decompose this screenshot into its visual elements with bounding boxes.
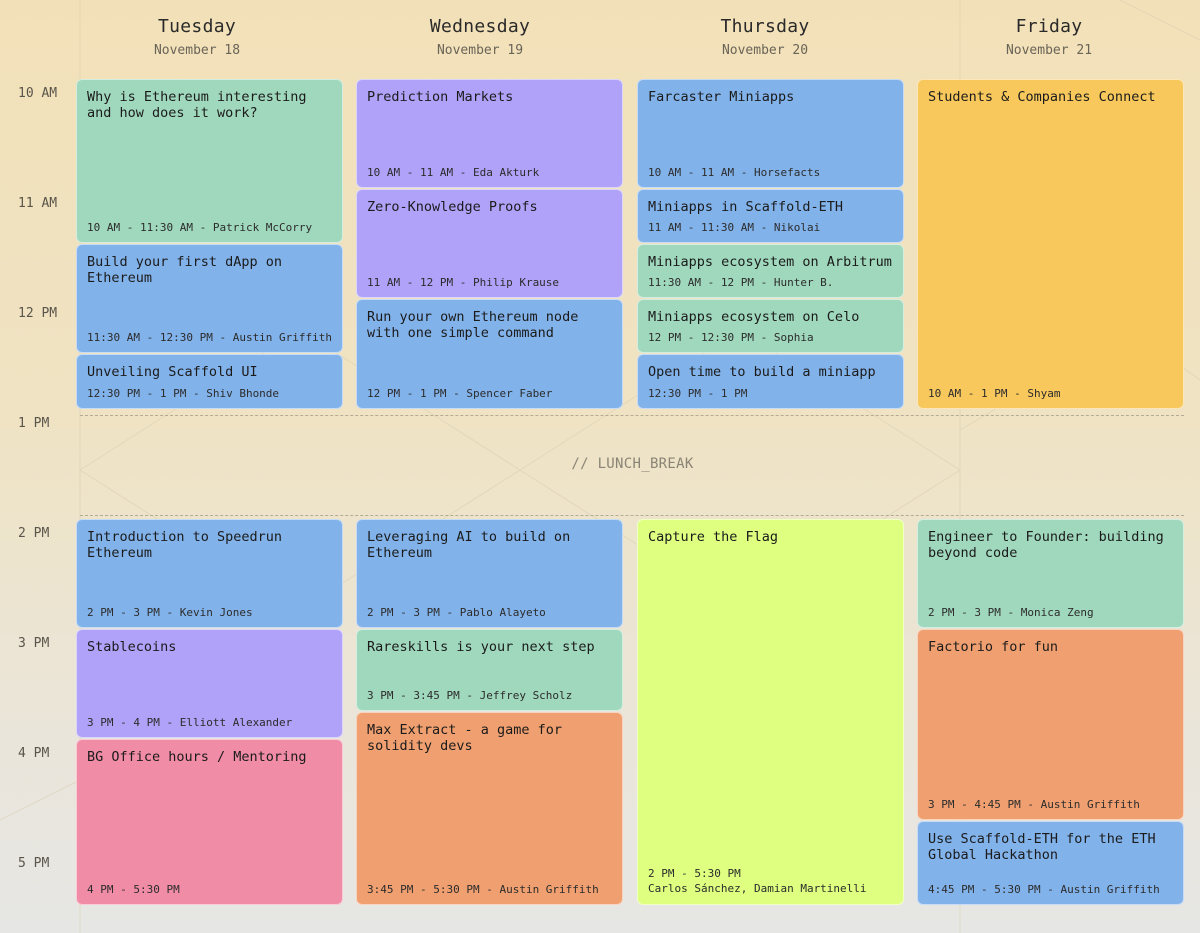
event-meta: 10 AM - 1 PM - Shyam <box>928 387 1061 400</box>
event-meta: 4:45 PM - 5:30 PM - Austin Griffith <box>928 883 1160 896</box>
event-card[interactable]: Capture the Flag 2 PM - 5:30 PM Carlos S… <box>637 519 904 905</box>
time-label-4pm: 4 PM <box>18 746 50 761</box>
day-name: Thursday <box>720 16 810 37</box>
time-label-3pm: 3 PM <box>18 636 50 651</box>
event-meta: 3 PM - 4 PM - Elliott Alexander <box>87 716 293 729</box>
event-title: Stablecoins <box>87 639 177 655</box>
event-card[interactable]: Students & Companies Connect 10 AM - 1 P… <box>917 79 1184 409</box>
lunch-break-label: // LUNCH_BREAK <box>571 456 694 472</box>
day-date: November 18 <box>153 43 241 58</box>
event-title: BG Office hours / Mentoring <box>87 749 307 765</box>
event-meta: 10 AM - 11 AM - Horsefacts <box>648 166 821 179</box>
event-title: Use Scaffold-ETH for the ETH Global Hack… <box>928 831 1156 863</box>
event-time: 2 PM - 5:30 PM <box>648 867 741 880</box>
event-title: Open time to build a miniapp <box>648 364 876 380</box>
event-card[interactable]: Leveraging AI to build on Ethereum 2 PM … <box>356 519 623 628</box>
event-card[interactable]: Max Extract - a game for solidity devs 3… <box>356 712 623 905</box>
event-speakers: Carlos Sánchez, Damian Martinelli <box>648 882 867 895</box>
event-card[interactable]: BG Office hours / Mentoring 4 PM - 5:30 … <box>76 739 343 905</box>
day-name: Wednesday <box>429 16 531 37</box>
event-title: Unveiling Scaffold UI <box>87 364 258 380</box>
event-title: Miniapps in Scaffold-ETH <box>648 199 844 215</box>
event-title: Factorio for fun <box>928 639 1059 655</box>
time-label-1pm: 1 PM <box>18 416 50 431</box>
event-card[interactable]: Factorio for fun 3 PM - 4:45 PM - Austin… <box>917 629 1184 820</box>
event-meta: 12:30 PM - 1 PM <box>648 387 748 400</box>
event-card[interactable]: Use Scaffold-ETH for the ETH Global Hack… <box>917 821 1184 905</box>
event-title: Prediction Markets <box>367 89 514 105</box>
event-meta: 11:30 AM - 12 PM - Hunter B. <box>648 276 834 289</box>
event-title: Students & Companies Connect <box>928 89 1156 105</box>
event-title: Max Extract - a game for solidity devs <box>367 722 563 754</box>
event-card[interactable]: Introduction to Speedrun Ethereum 2 PM -… <box>76 519 343 628</box>
event-title: Engineer to Founder: building beyond cod… <box>928 529 1164 561</box>
event-meta: 12:30 PM - 1 PM - Shiv Bhonde <box>87 387 280 400</box>
event-meta: 12 PM - 1 PM - Spencer Faber <box>367 387 553 400</box>
event-meta: 2 PM - 3 PM - Kevin Jones <box>87 606 253 619</box>
time-label-12pm: 12 PM <box>18 306 58 321</box>
event-meta: 4 PM - 5:30 PM <box>87 883 180 896</box>
event-meta: 3 PM - 3:45 PM - Jeffrey Scholz <box>367 689 573 702</box>
event-title: Leveraging AI to build on Ethereum <box>367 529 571 561</box>
day-header-friday: Friday November 21 <box>919 16 1179 58</box>
event-meta: 12 PM - 12:30 PM - Sophia <box>648 331 814 344</box>
event-card[interactable]: Engineer to Founder: building beyond cod… <box>917 519 1184 628</box>
event-title: Miniapps ecosystem on Celo <box>648 309 860 325</box>
event-meta: 3 PM - 4:45 PM - Austin Griffith <box>928 798 1140 811</box>
event-title: Introduction to Speedrun Ethereum <box>87 529 283 561</box>
event-card[interactable]: Unveiling Scaffold UI 12:30 PM - 1 PM - … <box>76 354 343 409</box>
event-meta: 11 AM - 12 PM - Philip Krause <box>367 276 560 289</box>
time-label-11am: 11 AM <box>18 196 58 211</box>
event-card[interactable]: Why is Ethereum interesting and how does… <box>76 79 343 243</box>
lunch-divider-top <box>80 415 1184 416</box>
event-card[interactable]: Build your first dApp on Ethereum 11:30 … <box>76 244 343 353</box>
time-label-2pm: 2 PM <box>18 526 50 541</box>
event-card[interactable]: Farcaster Miniapps 10 AM - 11 AM - Horse… <box>637 79 904 188</box>
event-card[interactable]: Miniapps in Scaffold-ETH 11 AM - 11:30 A… <box>637 189 904 243</box>
event-title: Zero-Knowledge Proofs <box>367 199 538 215</box>
event-title: Run your own Ethereum node with one simp… <box>367 309 579 341</box>
event-title: Build your first dApp on Ethereum <box>87 254 283 286</box>
event-card[interactable]: Miniapps ecosystem on Celo 12 PM - 12:30… <box>637 299 904 353</box>
event-title: Miniapps ecosystem on Arbitrum <box>648 254 892 270</box>
day-header-tuesday: Tuesday November 18 <box>67 16 327 58</box>
event-title: Why is Ethereum interesting and how does… <box>87 89 307 121</box>
event-meta: 2 PM - 3 PM - Pablo Alayeto <box>367 606 546 619</box>
lunch-divider-bottom <box>80 515 1184 516</box>
day-date: November 19 <box>436 43 524 58</box>
event-meta: 10 AM - 11 AM - Eda Akturk <box>367 166 540 179</box>
time-label-5pm: 5 PM <box>18 856 50 871</box>
event-card[interactable]: Prediction Markets 10 AM - 11 AM - Eda A… <box>356 79 623 188</box>
time-label-10am: 10 AM <box>18 86 58 101</box>
event-meta: 10 AM - 11:30 AM - Patrick McCorry <box>87 221 313 234</box>
event-card[interactable]: Stablecoins 3 PM - 4 PM - Elliott Alexan… <box>76 629 343 738</box>
event-card[interactable]: Rareskills is your next step 3 PM - 3:45… <box>356 629 623 711</box>
event-card[interactable]: Zero-Knowledge Proofs 11 AM - 12 PM - Ph… <box>356 189 623 298</box>
event-meta: 2 PM - 3 PM - Monica Zeng <box>928 606 1094 619</box>
event-meta: 2 PM - 5:30 PM Carlos Sánchez, Damian Ma… <box>648 866 895 896</box>
day-name: Tuesday <box>158 16 236 37</box>
event-title: Rareskills is your next step <box>367 639 595 655</box>
event-title: Farcaster Miniapps <box>648 89 795 105</box>
day-header-wednesday: Wednesday November 19 <box>350 16 610 58</box>
event-meta: 3:45 PM - 5:30 PM - Austin Griffith <box>367 883 599 896</box>
event-meta: 11 AM - 11:30 AM - Nikolai <box>648 221 821 234</box>
day-name: Friday <box>1015 16 1083 37</box>
day-date: November 21 <box>1005 43 1093 58</box>
event-title: Capture the Flag <box>648 529 779 545</box>
day-date: November 20 <box>721 43 809 58</box>
event-card[interactable]: Open time to build a miniapp 12:30 PM - … <box>637 354 904 409</box>
event-card[interactable]: Miniapps ecosystem on Arbitrum 11:30 AM … <box>637 244 904 298</box>
day-header-thursday: Thursday November 20 <box>635 16 895 58</box>
event-meta: 11:30 AM - 12:30 PM - Austin Griffith <box>87 331 333 344</box>
event-card[interactable]: Run your own Ethereum node with one simp… <box>356 299 623 409</box>
